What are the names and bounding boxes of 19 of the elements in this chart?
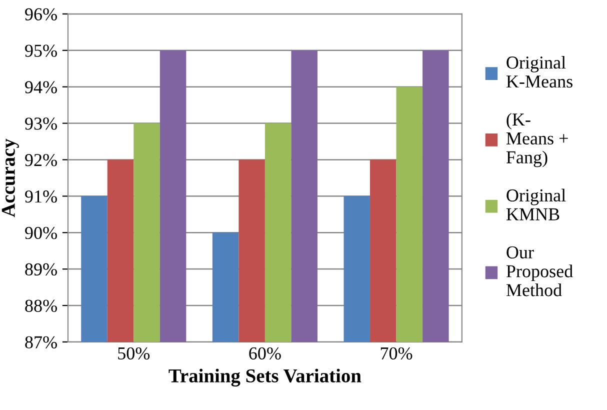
y-tick-label: 87%: [25, 336, 57, 348]
y-tick-label: 88%: [25, 300, 57, 312]
x-axis-title: Training Sets Variation: [168, 368, 362, 387]
y-tick-label: 94%: [25, 81, 57, 94]
y-tick-label: 89%: [25, 263, 57, 276]
y-tick-label: 96%: [25, 8, 57, 20]
legend-label: Original KMNB: [506, 188, 566, 220]
legend-label: Our Proposed Method: [506, 246, 573, 296]
y-axis-title: Accuracy: [2, 138, 19, 218]
y-tick-label: 91%: [25, 190, 57, 203]
y-tick-label: 95%: [25, 44, 57, 57]
y-tick-label: 92%: [25, 154, 57, 166]
y-tick-label: 93%: [25, 118, 57, 130]
legend-label: Original K-Means: [506, 56, 572, 88]
x-tick-label: 60%: [249, 347, 281, 360]
x-tick-label: 50%: [118, 347, 150, 360]
x-tick-label: 70%: [380, 347, 412, 360]
legend-label: (K- Means + Fang): [506, 112, 568, 168]
y-tick-label: 90%: [25, 226, 57, 240]
